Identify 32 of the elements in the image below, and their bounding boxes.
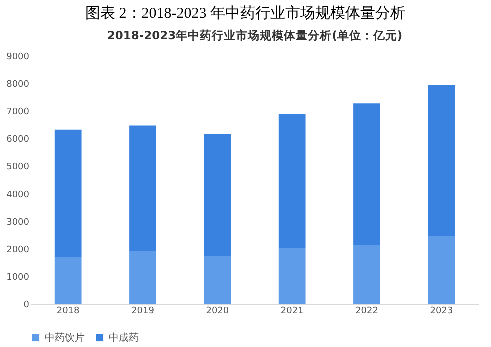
chart-subtitle: 2018-2023年中药行业市场规模体量分析(单位：亿元)	[107, 28, 403, 42]
bar	[428, 85, 456, 236]
legend-label: 中成药	[109, 332, 139, 344]
bar	[204, 134, 232, 256]
x-tick-label: 2023	[430, 306, 454, 316]
x-tick-label: 2022	[356, 306, 378, 316]
y-tick-label: 6000	[6, 135, 30, 146]
bar	[278, 248, 306, 304]
x-tick-label: 2019	[132, 306, 155, 316]
y-tick-label: 8000	[6, 80, 30, 90]
y-tick-label: 2000	[6, 245, 30, 256]
y-tick-label: 4000	[6, 190, 30, 200]
bar	[204, 256, 232, 304]
x-tick-label: 2018	[56, 306, 80, 316]
y-tick-label: 7000	[6, 108, 30, 118]
bar	[428, 236, 456, 304]
bar	[54, 130, 82, 258]
chart-title: 图表 2：2018-2023 年中药行业市场规模体量分析	[84, 4, 406, 24]
y-tick-label: 3000	[6, 218, 30, 228]
bar	[354, 104, 380, 246]
x-tick-label: 2021	[280, 306, 304, 316]
bar	[354, 245, 380, 304]
y-tick-label: 1000	[6, 272, 30, 283]
y-tick-label: 5000	[6, 162, 30, 173]
legend-label: 中药饮片	[45, 332, 85, 344]
y-tick-label: 0	[24, 300, 30, 310]
x-tick-label: 2020	[206, 306, 230, 316]
bar	[130, 126, 156, 252]
bar	[278, 114, 306, 248]
bar	[130, 252, 156, 304]
y-tick-label: 9000	[6, 52, 30, 62]
bar	[54, 257, 82, 304]
